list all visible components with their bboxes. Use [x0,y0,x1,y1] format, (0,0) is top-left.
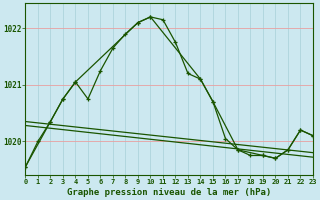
X-axis label: Graphe pression niveau de la mer (hPa): Graphe pression niveau de la mer (hPa) [67,188,271,197]
